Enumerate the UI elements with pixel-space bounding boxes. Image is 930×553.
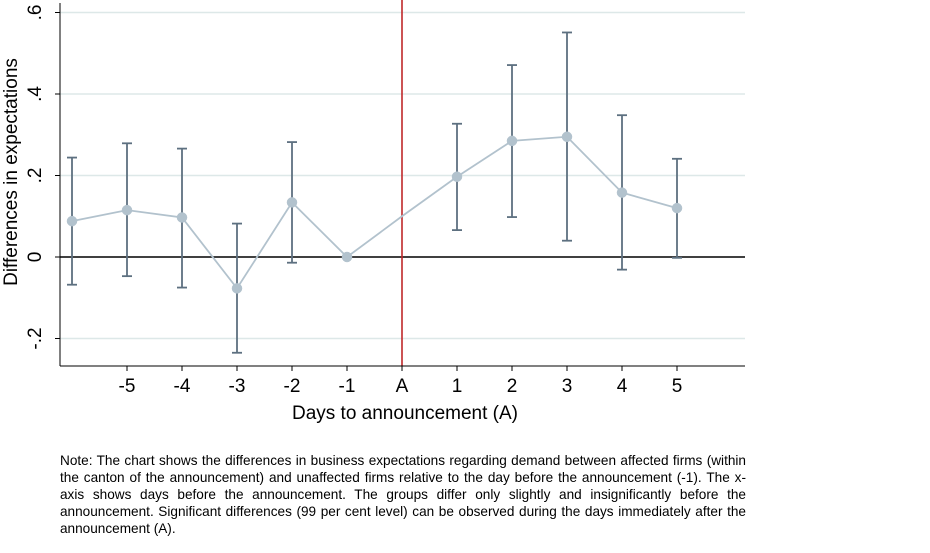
series-line-group xyxy=(71,135,678,290)
data-point xyxy=(616,187,628,198)
x-tick-label: 3 xyxy=(562,376,573,397)
data-point xyxy=(66,215,78,227)
error-bars xyxy=(67,31,682,354)
y-tick-label: 0 xyxy=(25,252,46,263)
x-tick-label: 1 xyxy=(452,376,463,397)
y-tick-label: -.2 xyxy=(25,327,46,349)
data-point xyxy=(176,212,188,223)
data-point xyxy=(561,131,573,143)
x-tick-label: -4 xyxy=(174,376,191,397)
x-tick-label: 5 xyxy=(672,376,683,397)
x-tick-label: 4 xyxy=(617,376,628,397)
y-tick-label: .4 xyxy=(25,86,46,102)
x-tick-label: A xyxy=(396,376,409,397)
x-tick-label: -3 xyxy=(229,376,246,397)
data-point xyxy=(671,202,683,214)
data-point xyxy=(231,283,243,294)
y-tick-label: .2 xyxy=(25,168,46,184)
x-tick-label: -5 xyxy=(119,376,136,397)
data-point xyxy=(341,251,353,263)
y-axis-ticks: -.2 0 .2 .4 .6 xyxy=(25,5,60,350)
data-markers xyxy=(66,131,683,294)
chart-note: Note: The chart shows the differences in… xyxy=(60,453,746,536)
x-tick-label: 2 xyxy=(507,376,518,397)
chart: -.2 0 .2 .4 .6 -5 -4 -3 -2 -1 A 1 2 3 4 5 Days to anno… xyxy=(1,0,745,424)
x-axis-ticks: -5 -4 -3 -2 -1 A 1 2 3 4 5 xyxy=(119,366,683,397)
x-tick-label: -1 xyxy=(339,376,356,397)
y-axis-title: Differences in expectations xyxy=(1,58,22,286)
x-axis-title: Days to announcement (A) xyxy=(292,403,518,424)
series-line xyxy=(71,135,678,290)
y-tick-label: .6 xyxy=(25,5,46,21)
data-point xyxy=(451,171,463,182)
data-point xyxy=(506,135,518,147)
x-tick-label: -2 xyxy=(284,376,301,397)
data-point xyxy=(121,204,133,216)
data-point xyxy=(286,197,298,208)
